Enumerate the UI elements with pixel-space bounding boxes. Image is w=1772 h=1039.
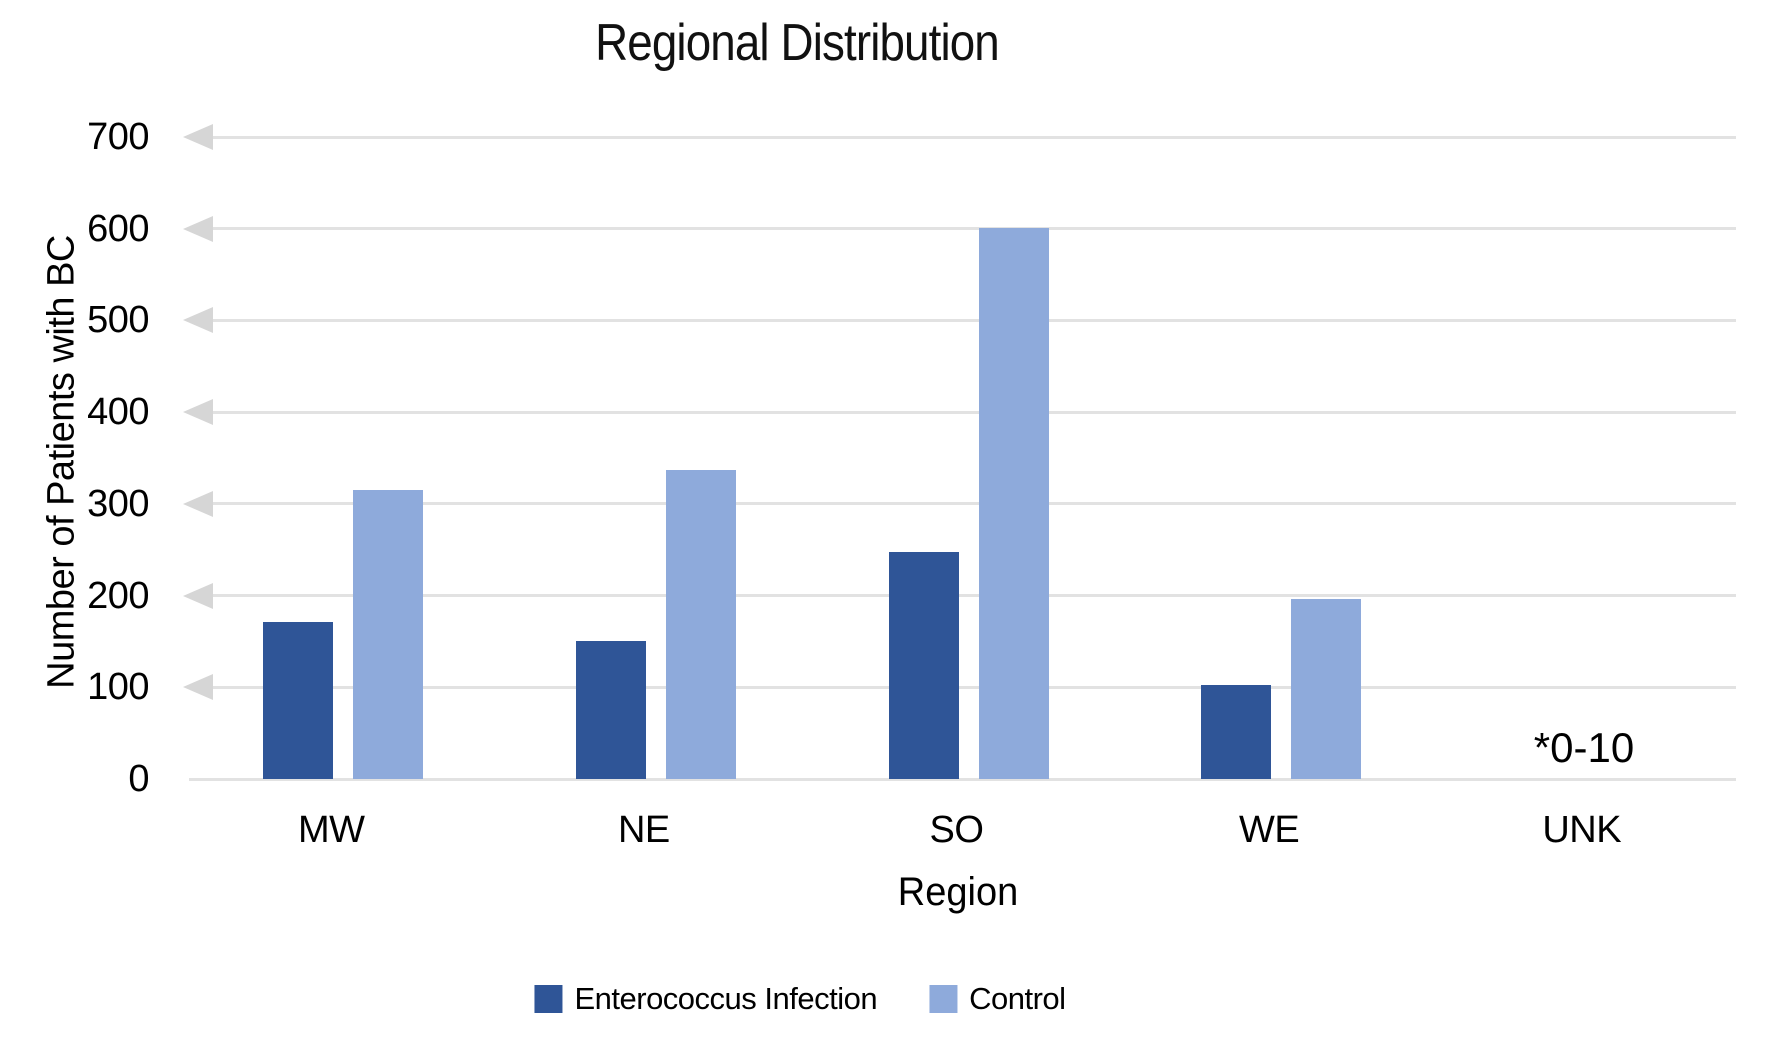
legend: Enterococcus Infection Control [534, 981, 1066, 1016]
y-tick-label-100: 100 [87, 666, 149, 709]
axis-arrow-icon [183, 490, 213, 517]
gridline-100 [183, 674, 1736, 701]
bar-control-so [978, 227, 1049, 779]
bar-enterococcus-infection-ne [575, 641, 646, 779]
axis-arrow-icon [183, 582, 213, 609]
legend-item-control: Control [929, 981, 1066, 1016]
plot-area: 0 100 200 300 400 500 600 700 MW NE SO WE UNK [87, 118, 1738, 849]
axis-arrow-icon [183, 215, 213, 242]
y-tick-label-700: 700 [87, 116, 149, 158]
y-tick-label-400: 400 [87, 391, 149, 434]
y-tick-label-0: 0 [128, 758, 149, 800]
legend-label-control: Control [969, 981, 1066, 1016]
x-category-label-ne: NE [617, 809, 670, 851]
y-tick-label-200: 200 [87, 574, 149, 617]
x-category-label-we: WE [1238, 809, 1300, 851]
y-tick-label-600: 600 [87, 207, 149, 250]
gridline-200 [183, 582, 1736, 609]
chart-title: Regional Distribution [595, 14, 1000, 72]
legend-swatch-enterococcus-infection [534, 985, 563, 1013]
x-category-label-unk: UNK [1542, 809, 1622, 851]
x-axis-line [189, 777, 1736, 781]
axis-arrow-icon [183, 399, 213, 426]
bar-control-ne [665, 469, 736, 779]
gridline-400 [183, 399, 1736, 426]
bar-control-mw [353, 490, 424, 779]
y-tick-label-500: 500 [87, 299, 149, 342]
x-axis-title: Region [897, 870, 1019, 914]
annotation-unk-range: *0-10 [1533, 724, 1635, 771]
bar-enterococcus-infection-mw [263, 622, 334, 779]
gridline-500 [183, 307, 1736, 334]
legend-item-enterococcus-infection: Enterococcus Infection [534, 981, 878, 1016]
legend-swatch-control [929, 985, 958, 1013]
x-category-label-mw: MW [298, 809, 365, 851]
bar-enterococcus-infection-we [1201, 684, 1272, 779]
axis-arrow-icon [183, 124, 213, 150]
bar-control-we [1291, 599, 1362, 779]
x-category-label-so: SO [929, 809, 984, 851]
axis-arrow-icon [183, 307, 213, 334]
gridline-600 [183, 215, 1736, 242]
gridline-300 [183, 490, 1736, 517]
legend-label-enterococcus-infection: Enterococcus Infection [574, 981, 878, 1016]
y-tick-label-300: 300 [87, 482, 149, 525]
axis-arrow-icon [183, 674, 213, 701]
gridline-700 [183, 124, 1736, 150]
bar-enterococcus-infection-so [888, 551, 959, 779]
